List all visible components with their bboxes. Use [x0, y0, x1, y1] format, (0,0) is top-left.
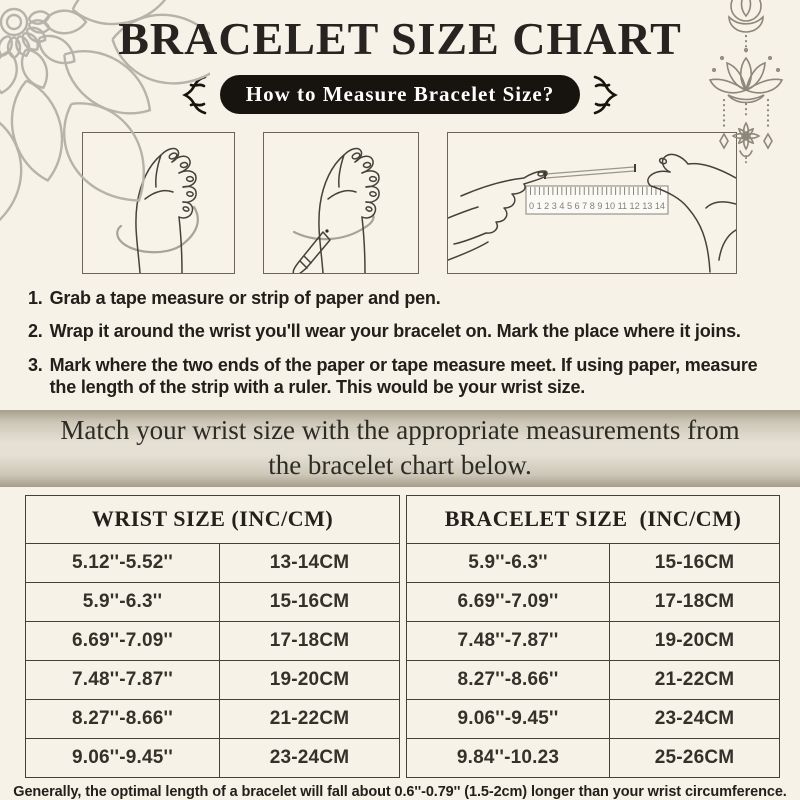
table-cell: 6.69''-7.09'' [25, 620, 220, 661]
page-title: BRACELET SIZE CHART [118, 13, 682, 64]
illustration-box-ruler: 0 1 2 3 4 5 6 7 8 9 10 11 12 13 14 [447, 131, 737, 274]
illustration-box-tape [82, 131, 235, 274]
bracelet-size-table: BRACELET SIZE (INC/CM) 5.9''-6.3'' 15-16… [406, 494, 781, 778]
table-row: 5.9''-6.3'' 15-16CM [406, 542, 781, 583]
flourish-right-icon [593, 75, 619, 114]
step-number: 3. [28, 354, 43, 375]
steps-list: 1. Grab a tape measure or strip of paper… [28, 287, 782, 399]
table-cell: 7.48''-7.87'' [406, 620, 611, 661]
hand-pen-illustration-icon [292, 147, 380, 273]
table-cell: 21-22CM [218, 698, 401, 739]
badge-row: How to Measure Bracelet Size? [0, 74, 800, 116]
table-row: 7.48''-7.87'' 19-20CM [406, 620, 781, 661]
wrist-size-header: WRIST SIZE (INC/CM) [24, 494, 401, 544]
table-cell: 25-26CM [609, 737, 781, 778]
table-row: 8.27''-8.66'' 21-22CM [25, 698, 401, 739]
step-text: Wrap it around the wrist you'll wear you… [49, 321, 741, 342]
illustration-row: 0 1 2 3 4 5 6 7 8 9 10 11 12 13 14 [82, 131, 737, 274]
bracelet-size-header: BRACELET SIZE (INC/CM) [406, 494, 781, 544]
table-cell: 8.27''-8.66'' [406, 659, 611, 700]
banner-text: Match your wrist size with the appropria… [60, 415, 740, 481]
step-text: Grab a tape measure or strip of paper an… [49, 287, 441, 308]
table-cell: 17-18CM [218, 620, 401, 661]
table-row: 6.69''-7.09'' 17-18CM [25, 620, 401, 661]
step-number: 1. [28, 287, 43, 308]
table-cell: 19-20CM [609, 620, 781, 661]
table-cell: 9.06''-9.45'' [25, 737, 220, 778]
table-header-row: WRIST SIZE (INC/CM) [24, 494, 401, 544]
table-row: 9.84''-10.23 25-26CM [406, 737, 781, 778]
table-row: 9.06''-9.45'' 23-24CM [25, 737, 401, 778]
footnote: Generally, the optimal length of a brace… [13, 783, 787, 800]
table-cell: 9.84''-10.23 [406, 737, 611, 778]
table-row: 6.69''-7.09'' 17-18CM [406, 581, 781, 622]
table-cell: 7.48''-7.87'' [25, 659, 220, 700]
hand-tape-illustration-icon [116, 147, 199, 273]
table-cell: 8.27''-8.66'' [25, 698, 220, 739]
table-cell: 17-18CM [609, 581, 781, 622]
step-item: 2. Wrap it around the wrist you'll wear … [28, 320, 782, 343]
flourish-left-icon [181, 75, 207, 114]
table-row: 5.9''-6.3'' 15-16CM [25, 581, 401, 622]
step-item: 1. Grab a tape measure or strip of paper… [28, 287, 782, 310]
step-item: 3. Mark where the two ends of the paper … [28, 354, 782, 399]
illustration-box-pen [263, 131, 419, 274]
table-cell: 21-22CM [609, 659, 781, 700]
step-number: 2. [28, 321, 43, 342]
table-cell: 15-16CM [609, 542, 781, 583]
table-cell: 23-24CM [609, 698, 781, 739]
size-tables: WRIST SIZE (INC/CM) 5.12''-5.52'' 13-14C… [24, 494, 781, 778]
table-cell: 6.69''-7.09'' [406, 581, 611, 622]
table-row: 5.12''-5.52'' 13-14CM [25, 542, 401, 583]
table-cell: 5.9''-6.3'' [25, 581, 220, 622]
hands-ruler-illustration-icon: 0 1 2 3 4 5 6 7 8 9 10 11 12 13 14 [448, 153, 736, 273]
table-row: 7.48''-7.87'' 19-20CM [25, 659, 401, 700]
ruler-numbers: 0 1 2 3 4 5 6 7 8 9 10 11 12 13 14 [529, 201, 665, 211]
table-row: 8.27''-8.66'' 21-22CM [406, 659, 781, 700]
table-cell: 23-24CM [218, 737, 401, 778]
wrist-size-table: WRIST SIZE (INC/CM) 5.12''-5.52'' 13-14C… [24, 494, 401, 778]
table-cell: 9.06''-9.45'' [406, 698, 611, 739]
step-text: Mark where the two ends of the paper or … [49, 354, 758, 398]
table-cell: 15-16CM [218, 581, 401, 622]
how-to-measure-badge: How to Measure Bracelet Size? [219, 75, 581, 115]
table-cell: 5.9''-6.3'' [406, 542, 611, 583]
table-row: 9.06''-9.45'' 23-24CM [406, 698, 781, 739]
measurement-banner: Match your wrist size with the appropria… [0, 409, 800, 487]
table-cell: 19-20CM [218, 659, 401, 700]
table-header-row: BRACELET SIZE (INC/CM) [406, 494, 781, 544]
table-cell: 13-14CM [218, 542, 401, 583]
table-cell: 5.12''-5.52'' [25, 542, 220, 583]
